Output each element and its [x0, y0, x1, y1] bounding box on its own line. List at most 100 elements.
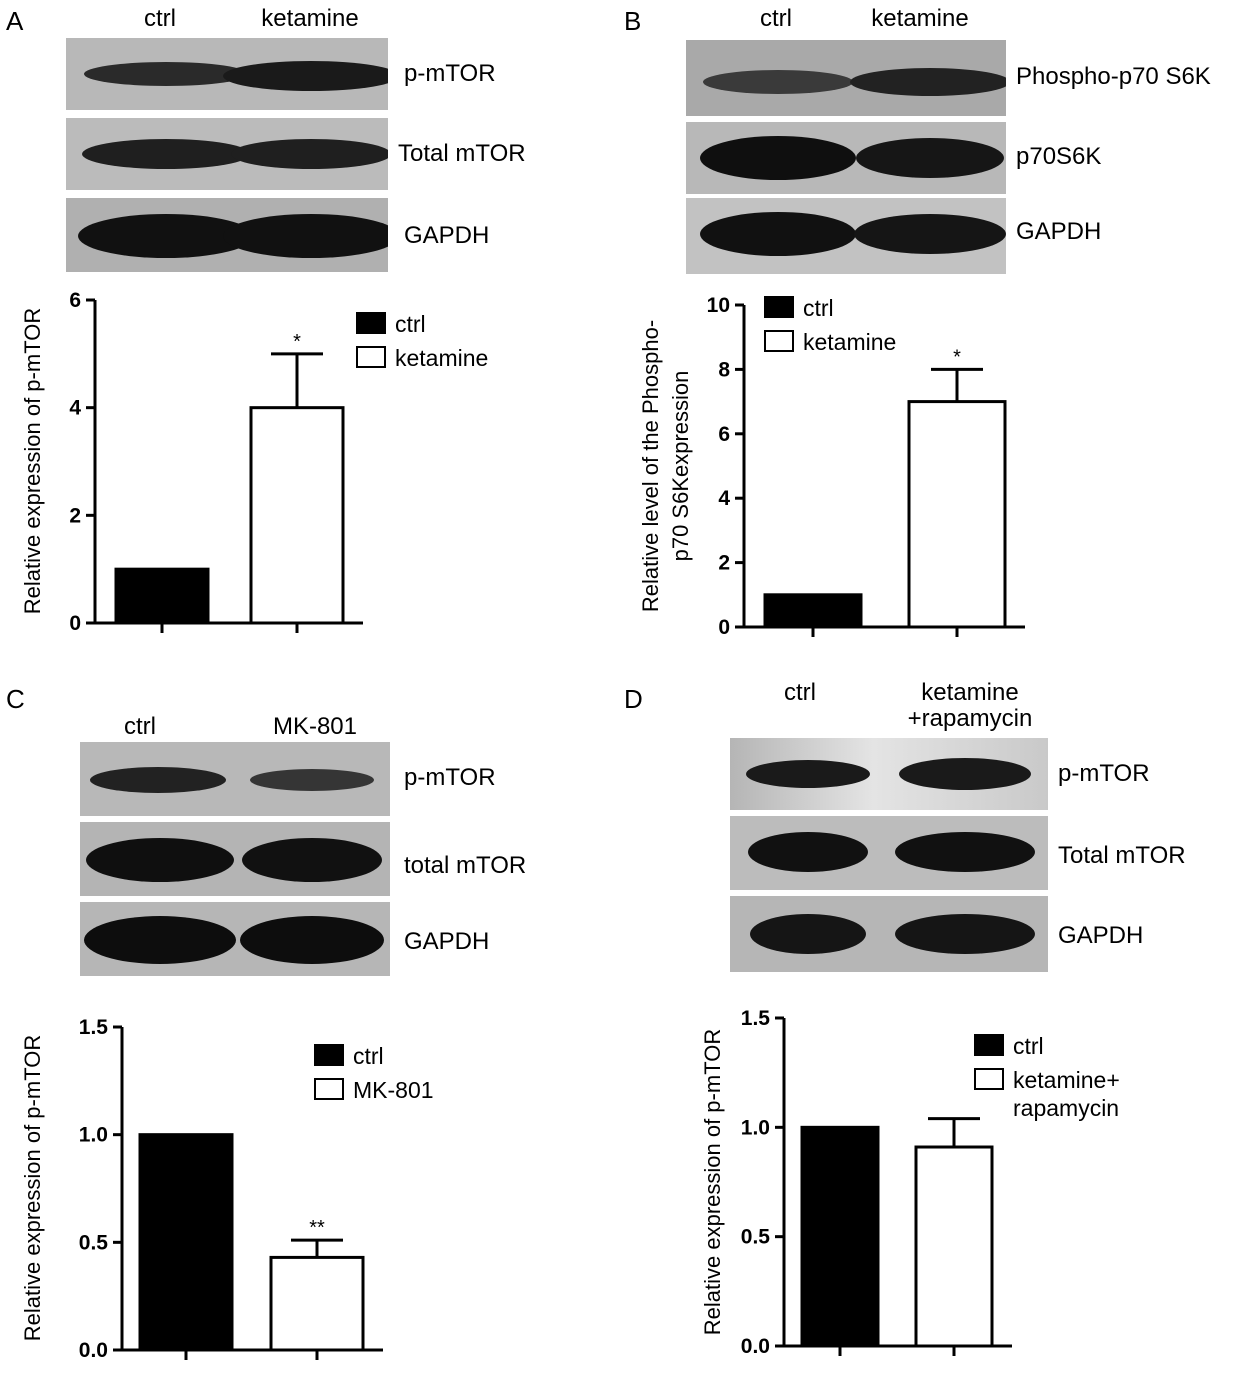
y-tick-label: 1.5: [741, 1007, 771, 1030]
legend-label: ctrl: [353, 1043, 384, 1069]
blot-image: [66, 198, 388, 272]
significance-marker: *: [293, 331, 301, 353]
bar-treatment: [249, 406, 345, 625]
blot-label: Total mTOR: [1058, 842, 1186, 869]
western-blot-strip: [66, 118, 388, 190]
blot-image: [686, 40, 1006, 116]
legend-swatch: [974, 1034, 1004, 1056]
western-blot-strip: [686, 198, 1006, 274]
bar-ctrl: [138, 1133, 234, 1352]
y-tick-label: 1.0: [741, 1116, 770, 1139]
lane-label: ctrl: [760, 5, 792, 32]
blot-label: p70S6K: [1016, 143, 1102, 170]
blot-image: [80, 742, 390, 816]
western-blot-strip: [730, 738, 1048, 810]
western-blot-strip: [730, 816, 1048, 890]
bar-chart: 0 2 4 6 8 10 * ctrl ketamine Relative level of th…: [638, 294, 1025, 639]
lane-label: ketamine: [871, 5, 969, 32]
blot-label: GAPDH: [1058, 922, 1144, 949]
y-tick-label: 0: [718, 616, 730, 639]
western-blot-strip: [66, 198, 388, 272]
blot-label: total mTOR: [404, 852, 527, 879]
legend-swatch: [764, 296, 794, 318]
bar-ctrl: [800, 1125, 880, 1348]
y-axis-label: Relative level of the Phospho-p70 S6Kexp…: [638, 320, 693, 612]
bar-chart: 0.0 0.5 1.0 1.5 ** ctrl MK-801 Relative express…: [20, 1016, 434, 1362]
blot-label: p-mTOR: [404, 764, 496, 791]
legend-swatch: [314, 1044, 344, 1066]
western-blot-strip: [686, 40, 1006, 116]
panel-letter: B: [624, 6, 642, 36]
y-tick-label: 2: [718, 552, 730, 575]
legend-label: ketamine+ rapamycin: [1013, 1067, 1120, 1121]
lane-label: ctrl: [784, 679, 816, 706]
y-tick-label: 6: [69, 289, 81, 312]
y-tick-label: 4: [718, 487, 730, 510]
legend-swatch: [974, 1068, 1004, 1090]
legend-swatch: [314, 1078, 344, 1100]
y-tick-label: 0.5: [741, 1226, 771, 1249]
y-tick-label: 10: [707, 294, 730, 317]
blot-label: p-mTOR: [1058, 760, 1150, 787]
blot-label: p-mTOR: [404, 60, 496, 87]
bar-ctrl: [114, 567, 210, 625]
blot-label: GAPDH: [404, 928, 490, 955]
y-tick-label: 4: [69, 397, 81, 420]
western-blot-strip: [730, 896, 1048, 972]
legend-label: ketamine: [803, 329, 896, 355]
legend-label: ctrl: [1013, 1033, 1044, 1059]
legend-label: MK-801: [353, 1077, 434, 1103]
legend-swatch: [764, 330, 794, 352]
legend-label: ketamine: [395, 345, 488, 371]
lane-label: ctrl: [144, 5, 176, 32]
panel-letter: D: [624, 684, 643, 714]
blot-image: [66, 118, 388, 190]
western-blot-strip: [80, 902, 390, 976]
blot-image: [730, 738, 1048, 810]
y-axis-label: Relative expression of p-mTOR: [20, 308, 45, 615]
blot-image: [66, 38, 388, 110]
y-tick-label: 0.5: [79, 1231, 109, 1254]
blot-image: [730, 896, 1048, 972]
y-tick-label: 0.0: [79, 1339, 108, 1362]
y-tick-label: 0.0: [741, 1335, 770, 1358]
lane-label: ketamine +rapamycin: [907, 679, 1033, 733]
y-tick-label: 2: [69, 504, 81, 527]
bar-treatment: [907, 400, 1007, 629]
blot-image: [686, 122, 1006, 194]
significance-marker: **: [309, 1217, 325, 1239]
blot-image: [80, 902, 390, 976]
legend-label: ctrl: [395, 311, 426, 337]
y-tick-label: 6: [718, 423, 730, 446]
significance-marker: *: [953, 346, 961, 368]
blot-label: GAPDH: [1016, 218, 1102, 245]
y-axis-label: Relative expression of p-mTOR: [700, 1029, 725, 1336]
blot-image: [686, 198, 1006, 274]
bar-treatment: [914, 1145, 994, 1348]
y-axis-label: Relative expression of p-mTOR: [20, 1035, 45, 1342]
legend-swatch: [356, 346, 386, 368]
y-tick-label: 0: [69, 612, 81, 635]
bar-treatment: [269, 1255, 365, 1352]
legend-label: ctrl: [803, 295, 834, 321]
bar-chart: 0.0 0.5 1.0 1.5 ctrl ketamine+ rapamycin Relati…: [700, 1007, 1120, 1358]
lane-label: ketamine: [261, 5, 359, 32]
blot-image: [80, 822, 390, 896]
western-blot-strip: [686, 122, 1006, 194]
blot-image: [730, 816, 1048, 890]
western-blot-strip: [80, 742, 390, 816]
y-tick-label: 1.5: [79, 1016, 109, 1039]
y-tick-label: 1.0: [79, 1124, 108, 1147]
panel-letter: C: [6, 684, 25, 714]
panel-letter: A: [6, 6, 24, 36]
lane-label: ctrl: [124, 713, 156, 740]
blot-label: Total mTOR: [398, 140, 526, 167]
western-blot-strip: [80, 822, 390, 896]
blot-label: GAPDH: [404, 222, 490, 249]
blot-label: Phospho-p70 S6K: [1016, 63, 1211, 90]
bar-chart: 0 2 4 6 * ctrl ketamine Relative expression of …: [20, 289, 488, 635]
lane-label: MK-801: [272, 713, 358, 740]
western-blot-strip: [66, 38, 388, 110]
y-tick-label: 8: [718, 358, 730, 381]
legend-swatch: [356, 312, 386, 334]
